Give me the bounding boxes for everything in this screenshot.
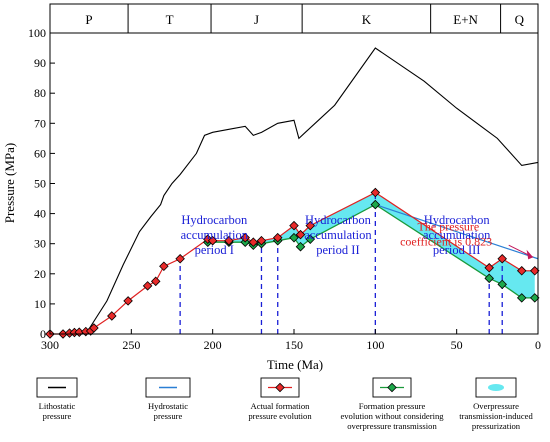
legend-label-line: pressure evolution — [248, 411, 312, 421]
legend-label-line: Actual formation — [251, 401, 311, 411]
series-line-1 — [375, 204, 539, 260]
x-tick-label: 200 — [204, 338, 222, 352]
data-point-actual-pressure — [207, 235, 218, 246]
data-point-without-transmission — [516, 293, 527, 303]
legend-label-line: evolution without considering — [340, 411, 444, 421]
period-label-P: P — [85, 12, 92, 27]
legend-label-line: transmission-induced — [459, 411, 533, 421]
x-tick-label: 100 — [366, 338, 384, 352]
accumulation-period-note-1: Hydrocarbon accumulation period I — [181, 213, 249, 257]
data-point-without-transmission — [289, 232, 299, 243]
data-point-actual-pressure — [256, 235, 267, 246]
legend-label-line: Hydrostatic — [148, 401, 188, 411]
geologic-period-bar: P T J K E+N Q — [49, 3, 539, 34]
y-tick-label: 90 — [34, 56, 46, 70]
period-label-K: K — [362, 12, 372, 27]
data-point-actual-pressure — [89, 323, 99, 333]
axes: 300 250 200 150 100 50 0 0 10 20 30 40 50 60 70 80 90 100 — [28, 26, 541, 352]
data-point-actual-pressure — [240, 232, 250, 243]
data-point-actual-pressure — [123, 296, 133, 306]
x-tick-label: 0 — [535, 338, 541, 352]
data-point-without-transmission — [484, 273, 494, 284]
annotation-arrow-head — [526, 249, 534, 260]
legend-swatch-band — [488, 384, 504, 391]
period-label-J: J — [254, 12, 259, 27]
pressure-coefficient-note: The pressure coefficient is 0.823 — [400, 220, 492, 249]
data-point-actual-pressure — [150, 276, 161, 287]
data-point-without-transmission — [305, 234, 316, 244]
y-tick-label: 50 — [34, 177, 46, 191]
note-line: accumulation — [304, 228, 372, 242]
period-label-T: T — [166, 12, 174, 27]
legend-label-line: Lithostatic — [39, 401, 76, 411]
x-tick-label: 50 — [451, 338, 463, 352]
legend-label-hydro: Hydrostatic pressure — [148, 401, 188, 421]
data-point-actual-pressure — [107, 311, 117, 321]
accumulation-period-note-3: Hydrocarbon accumulation period III — [423, 213, 491, 257]
data-point-actual-pressure — [484, 263, 494, 273]
data-point-actual-pressure — [370, 187, 381, 198]
legend-swatch-without-marker — [387, 382, 397, 393]
data-point-actual-pressure — [516, 266, 527, 276]
data-point-actual-pressure — [224, 235, 234, 246]
annotation-line: The pressure — [418, 220, 480, 234]
series-line-0 — [85, 47, 539, 335]
data-point-actual-pressure — [159, 261, 169, 272]
legend-label-line: overpressure transmission — [347, 421, 437, 431]
note-line: Hydrocarbon — [305, 213, 372, 227]
note-line: accumulation — [181, 228, 249, 242]
data-point-actual-pressure — [289, 220, 299, 231]
note-line: Hydrocarbon — [181, 213, 248, 227]
data-point-actual-pressure — [142, 281, 153, 291]
plot-area: Hydrocarbon accumulation period IHydrocarb… — [45, 47, 540, 339]
legend-swatch-actual-marker — [275, 382, 285, 393]
y-tick-label: 10 — [34, 297, 46, 311]
y-tick-label: 30 — [34, 237, 46, 251]
legend-label-without: Formation pressure evolution without cons… — [340, 401, 444, 431]
y-tick-label: 100 — [28, 26, 46, 40]
legend-label-actual: Actual formation pressure evolution — [248, 401, 312, 421]
period-label-E+N: E+N — [453, 12, 478, 27]
accumulation-period-note-2: Hydrocarbon accumulation period II — [304, 213, 372, 257]
y-tick-label: 70 — [34, 116, 46, 130]
legend-label-line: pressure — [43, 411, 72, 421]
x-axis-label: Time (Ma) — [267, 357, 323, 372]
legend-label-line: Formation pressure — [359, 401, 426, 411]
legend-label-line: pressure — [154, 411, 183, 421]
data-point-actual-pressure — [295, 229, 306, 240]
x-tick-label: 150 — [285, 338, 303, 352]
data-point-actual-pressure — [305, 220, 316, 231]
y-tick-label: 0 — [40, 327, 46, 341]
y-tick-label: 20 — [34, 267, 46, 281]
data-point-without-transmission — [497, 279, 507, 290]
legend-label-band: Overpressure transmission-induced pressuri… — [459, 401, 533, 431]
note-line: accumulation — [423, 228, 491, 242]
period-bar-frame — [49, 3, 539, 34]
x-tick-label: 300 — [41, 338, 59, 352]
annotation-line: coefficient is 0.823 — [400, 235, 492, 249]
x-tick-label: 250 — [122, 338, 140, 352]
legend-label-litho: Lithostatic pressure — [39, 401, 76, 421]
y-tick-label: 40 — [34, 207, 46, 221]
legend-label-line: pressurization — [472, 421, 521, 431]
period-label-Q: Q — [515, 12, 525, 27]
y-tick-label: 80 — [34, 86, 46, 100]
data-point-actual-pressure — [175, 253, 185, 264]
legend-label-line: Overpressure — [473, 401, 519, 411]
y-tick-label: 60 — [34, 146, 46, 160]
data-point-without-transmission — [370, 199, 381, 210]
note-line: period I — [195, 243, 234, 257]
note-line: Hydrocarbon — [424, 213, 491, 227]
data-point-actual-pressure — [272, 232, 283, 243]
note-line: period III — [433, 243, 481, 257]
axes-frame — [49, 32, 539, 335]
y-axis-label: Pressure (MPa) — [2, 143, 17, 224]
data-point-actual-pressure — [497, 253, 507, 264]
note-line: period II — [316, 243, 359, 257]
data-point-actual-pressure — [248, 237, 259, 247]
data-point-without-transmission — [295, 241, 306, 252]
